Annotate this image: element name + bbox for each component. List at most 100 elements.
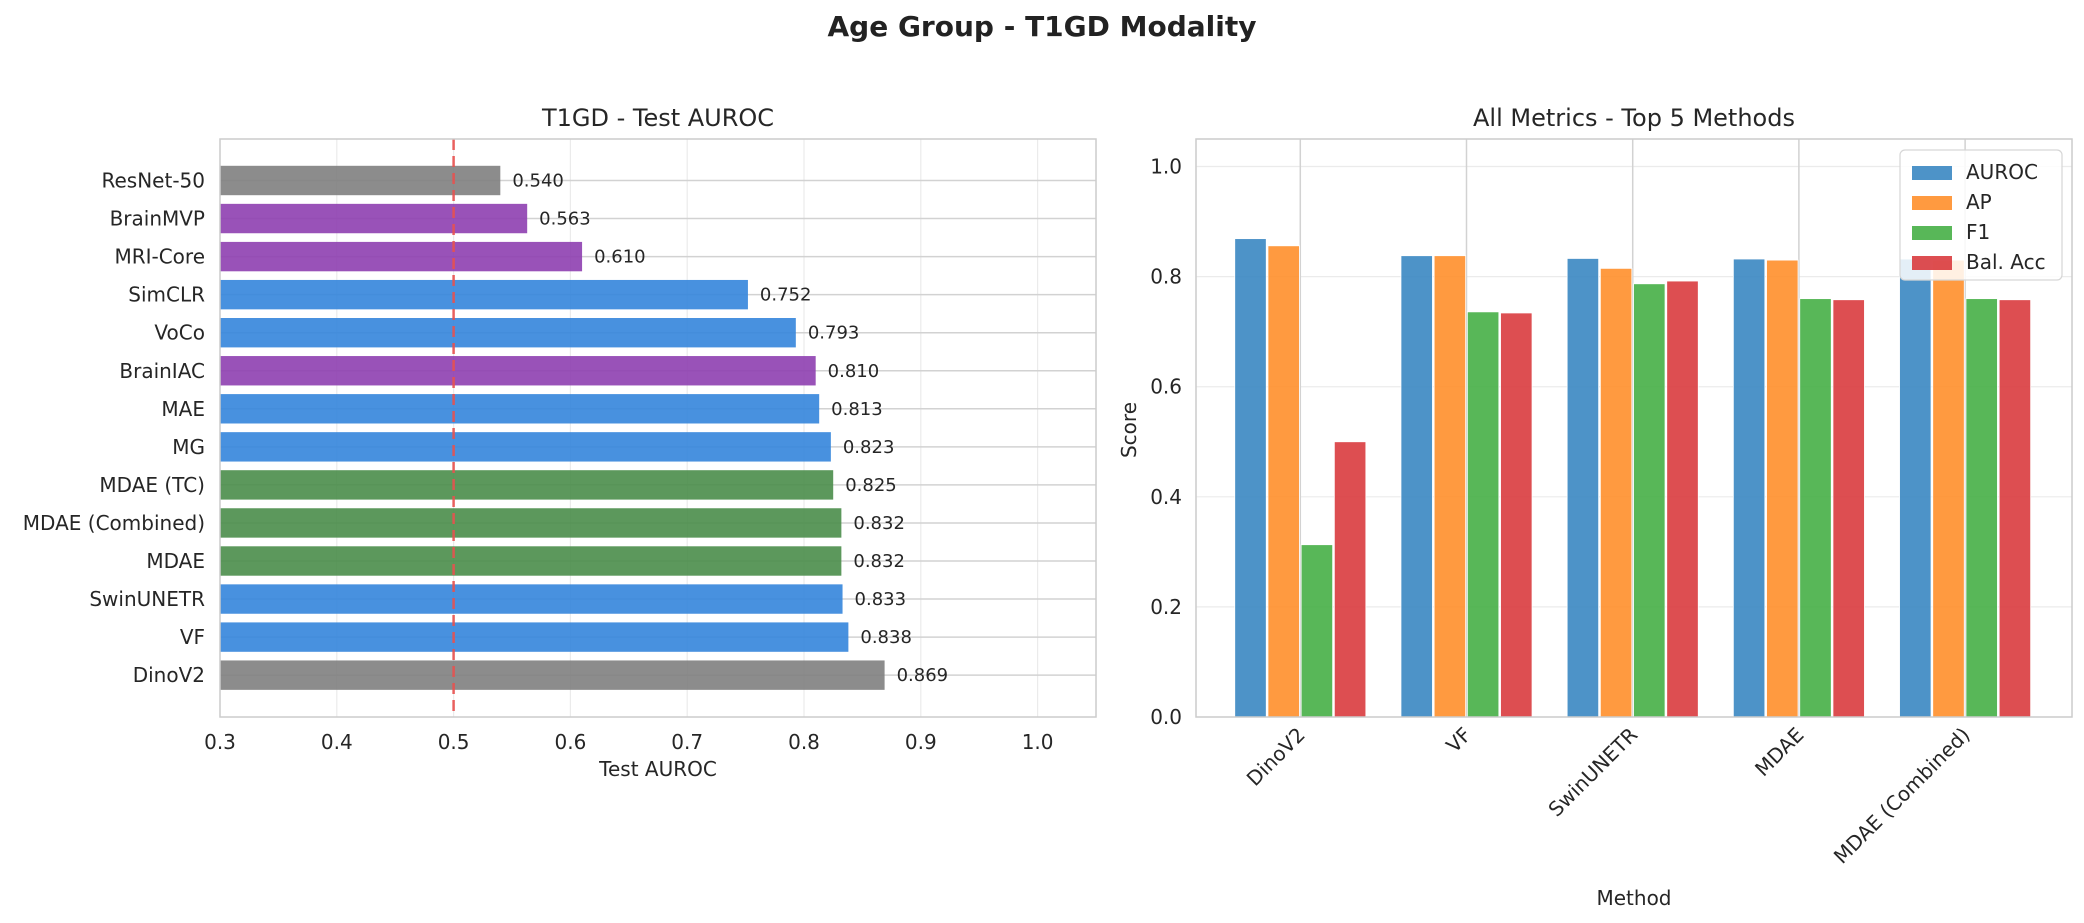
metrics-method-labels: DinoV2 VF SwinUNETR MDAE MDAE (Combined)	[1242, 722, 1975, 868]
auroc-x-tick: 0.3	[204, 730, 236, 754]
metrics-legend-box	[1899, 149, 2063, 281]
auroc-x-tick: 0.6	[554, 730, 586, 754]
metrics-y-ticks: 0.0 0.2 0.4 0.6 0.8 1.0	[1150, 155, 1182, 729]
auroc-value-label-voco: 0.793	[808, 323, 860, 344]
metrics-bar-dinov2-bal-acc	[1333, 441, 1367, 718]
legend-label-auroc: AUROC	[1966, 160, 2038, 184]
metrics-method-label-vf: VF	[1441, 723, 1476, 758]
auroc-x-tick: 0.8	[788, 730, 820, 754]
auroc-x-ticks: 0.3 0.4 0.5 0.6 0.7 0.8 0.9 1.0	[204, 730, 1053, 754]
auroc-value-label-mdae: 0.832	[853, 551, 905, 572]
metrics-bar-swinunetr-auroc	[1566, 258, 1600, 718]
metrics-bar-mdae-combined-f1	[1965, 298, 1998, 718]
figure-title: Age Group - T1GD Modality	[828, 10, 1257, 43]
auroc-bar-mri-core	[220, 241, 583, 272]
auroc-bar-voco	[220, 318, 796, 348]
auroc-method-label-swinunetr: SwinUNETR	[89, 587, 205, 611]
auroc-x-tick: 0.7	[671, 730, 703, 754]
metrics-legend: AUROC AP F1 Bal. Acc	[1899, 149, 2063, 281]
metrics-bar-mdae-combined-auroc	[1899, 258, 1932, 718]
auroc-x-tick: 0.5	[438, 730, 470, 754]
auroc-value-label-mae: 0.813	[831, 399, 883, 420]
metrics-method-label-swinunetr: SwinUNETR	[1543, 722, 1642, 821]
metrics-y-tick: 1.0	[1150, 155, 1182, 179]
metrics-method-label-mdae: MDAE	[1750, 723, 1808, 781]
metrics-bar-vf-auroc	[1400, 255, 1433, 718]
auroc-value-label-mdae-tc: 0.825	[845, 475, 897, 496]
metrics-bar-swinunetr-ap	[1599, 267, 1633, 718]
auroc-bar-brainiac	[220, 356, 816, 386]
metrics-bar-mdae-combined-bal-acc	[1998, 299, 2032, 718]
auroc-value-label-mri-core: 0.610	[594, 247, 646, 268]
metrics-bar-mdae-f1	[1799, 298, 1832, 718]
auroc-method-label-mg: MG	[172, 435, 205, 459]
auroc-value-label-vf: 0.838	[860, 627, 912, 648]
auroc-method-label-mdae: MDAE	[146, 549, 205, 573]
auroc-method-label-brainiac: BrainIAC	[119, 359, 205, 383]
metrics-bar-vf-f1	[1466, 311, 1500, 718]
auroc-bar-swinunetr	[220, 584, 843, 614]
auroc-x-tick: 0.9	[905, 730, 937, 754]
metrics-bar-mdae-bal-acc	[1832, 299, 1865, 718]
auroc-chart-title: T1GD - Test AUROC	[541, 104, 774, 132]
legend-swatch-ap	[1912, 196, 1952, 210]
auroc-bar-mae	[220, 394, 820, 424]
auroc-method-label-simclr: SimCLR	[128, 283, 205, 307]
metrics-bar-swinunetr-f1	[1633, 283, 1666, 718]
auroc-bar-mdae-tc	[220, 470, 834, 500]
legend-swatch-f1	[1912, 226, 1952, 240]
legend-swatch-auroc	[1912, 166, 1952, 180]
metrics-bar-dinov2-ap	[1267, 245, 1300, 718]
metrics-y-tick: 0.0	[1150, 705, 1182, 729]
auroc-value-label-mg: 0.823	[843, 437, 895, 458]
metrics-y-tick: 0.2	[1150, 595, 1182, 619]
auroc-value-label-simclr: 0.752	[760, 285, 812, 306]
legend-label-ap: AP	[1966, 190, 1992, 214]
metrics-bar-swinunetr-bal-acc	[1666, 280, 1699, 718]
metrics-bar-vf-ap	[1433, 255, 1467, 718]
auroc-bar-resnet-50	[220, 165, 501, 196]
auroc-method-label-mae: MAE	[161, 397, 205, 421]
auroc-bar-chart: T1GD - Test AUROC 0.5400.5630.6100.7520.…	[23, 104, 1097, 781]
metrics-method-label-dinov2: DinoV2	[1242, 723, 1310, 791]
auroc-method-label-mdae-combined: MDAE (Combined)	[23, 511, 205, 535]
metrics-bar-mdae-combined-ap	[1932, 259, 1965, 718]
legend-label-f1: F1	[1966, 220, 1990, 244]
metrics-method-label-mdae-combined: MDAE (Combined)	[1829, 723, 1975, 869]
auroc-bar-dinov2	[220, 660, 885, 690]
auroc-x-tick: 0.4	[321, 730, 353, 754]
auroc-value-label-dinov2: 0.869	[897, 665, 949, 686]
auroc-axes-frame	[219, 138, 1097, 718]
metrics-y-tick: 0.8	[1150, 265, 1182, 289]
auroc-bars	[220, 165, 885, 690]
auroc-value-label-swinunetr: 0.833	[855, 589, 907, 610]
auroc-value-label-mdae-combined: 0.832	[853, 513, 905, 534]
auroc-bar-brainmvp	[220, 203, 528, 234]
metrics-x-axis-label: Method	[1596, 886, 1671, 910]
auroc-bar-mdae-combined	[220, 508, 842, 538]
auroc-bar-vf	[220, 622, 849, 652]
auroc-value-label-brainmvp: 0.563	[539, 209, 591, 230]
metrics-bar-dinov2-auroc	[1234, 238, 1267, 718]
auroc-value-label-brainiac: 0.810	[828, 361, 880, 382]
auroc-value-label-resnet-50: 0.540	[512, 171, 564, 192]
auroc-method-label-resnet-50: ResNet-50	[102, 169, 206, 193]
auroc-method-labels: ResNet-50 BrainMVP MRI-Core SimCLR VoCo Brain…	[23, 169, 205, 688]
metrics-axes-frame	[1195, 138, 2073, 718]
auroc-bar-mdae	[220, 546, 842, 576]
auroc-method-label-vf: VF	[180, 625, 205, 649]
legend-swatch-bal-acc	[1912, 256, 1952, 270]
auroc-bar-mg	[220, 432, 831, 462]
auroc-method-label-voco: VoCo	[154, 321, 205, 345]
metrics-bar-dinov2-f1	[1300, 544, 1334, 718]
auroc-method-label-brainmvp: BrainMVP	[110, 207, 205, 231]
metrics-y-tick: 0.4	[1150, 485, 1182, 509]
metrics-y-axis-label: Score	[1117, 402, 1141, 458]
auroc-method-label-mdae-tc: MDAE (TC)	[99, 473, 205, 497]
metrics-y-tick: 0.6	[1150, 375, 1182, 399]
auroc-method-label-dinov2: DinoV2	[133, 663, 205, 687]
legend-label-bal-acc: Bal. Acc	[1966, 250, 2046, 274]
auroc-method-label-mri-core: MRI-Core	[114, 245, 205, 269]
